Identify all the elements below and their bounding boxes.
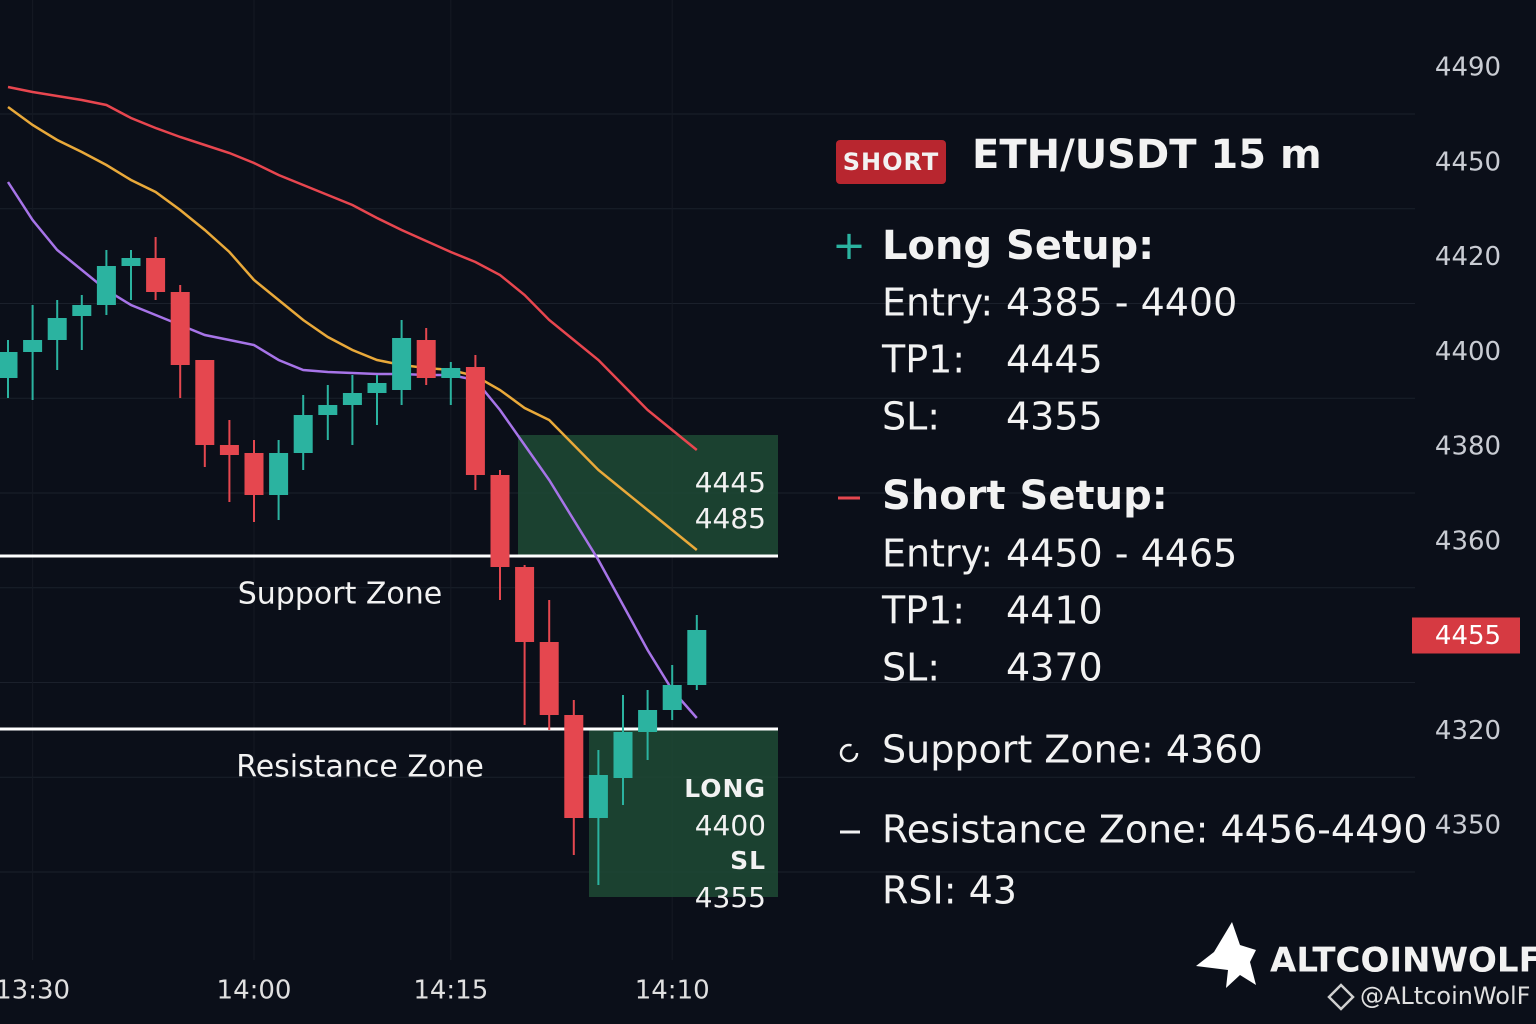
support-text: Support Zone: 4360 — [882, 728, 1263, 772]
candle-body — [465, 367, 485, 475]
moving-average — [7, 85, 698, 451]
candle-body — [0, 352, 18, 378]
candle-body — [662, 685, 682, 710]
setup-label: Entry: — [882, 281, 993, 325]
x-tick-label: 13:30 — [0, 976, 70, 1006]
moving-average — [7, 105, 698, 551]
candle-body — [441, 368, 461, 378]
price-label: 4450 — [1435, 147, 1501, 177]
setup-value: 4410 — [1006, 589, 1103, 633]
price-label: 4490 — [1435, 53, 1501, 83]
candle-body — [588, 775, 608, 818]
x-tick-label: 14:15 — [413, 976, 488, 1006]
setup-value: 4355 — [1006, 395, 1103, 439]
level-label: Resistance Zone — [236, 750, 484, 785]
candle-body — [490, 475, 510, 567]
zone-label: SL — [730, 846, 766, 875]
diamond-icon — [1327, 983, 1355, 1011]
candle-body — [342, 393, 362, 405]
brand-handle: @ALtcoinWolF — [1360, 982, 1530, 1010]
candle-body — [687, 630, 707, 685]
candle-body — [72, 305, 92, 316]
zone-label: 4485 — [695, 502, 766, 535]
zone-label: 4355 — [695, 881, 766, 914]
setup-label: SL: — [882, 395, 940, 439]
candle-body — [121, 258, 141, 266]
price-label: 4360 — [1435, 526, 1501, 556]
zone — [518, 435, 778, 556]
setup-label: SL: — [882, 646, 940, 690]
brand-name: ALTCOINWOLF — [1270, 941, 1536, 981]
price-label: 4320 — [1435, 716, 1501, 746]
price-label: 4400 — [1435, 337, 1501, 367]
setup-label: TP1: — [881, 338, 965, 382]
candle-body — [638, 710, 658, 732]
candle-body — [613, 732, 633, 778]
price-label: 4420 — [1435, 242, 1501, 272]
candle-body — [367, 383, 387, 393]
setup-label: TP1: — [881, 589, 965, 633]
current-price-bg — [1412, 617, 1520, 654]
candle-body — [564, 715, 584, 818]
badge: SHORT — [843, 148, 940, 176]
long-heading: Long Setup: — [882, 223, 1154, 269]
candle-body — [244, 453, 264, 495]
setup-value: 4445 — [1006, 338, 1103, 382]
cycle-icon — [839, 743, 859, 763]
plus-icon: + — [832, 223, 866, 269]
candle-body — [219, 445, 239, 455]
candle-body — [392, 338, 412, 390]
price-label: 4380 — [1435, 432, 1501, 462]
candle-body — [146, 258, 166, 292]
setup-label: Entry: — [882, 532, 993, 576]
title: ETH/USDT 15 m — [972, 132, 1322, 178]
x-tick-label: 14:10 — [635, 976, 710, 1006]
price-label: 4350 — [1435, 811, 1501, 841]
candle-body — [318, 405, 338, 415]
level-label: Support Zone — [238, 577, 443, 612]
moving-average — [6, 181, 698, 719]
x-tick-label: 14:00 — [217, 976, 292, 1006]
current-price: 4455 — [1435, 621, 1501, 651]
candle-body — [539, 642, 559, 715]
candle-body — [416, 340, 436, 378]
candle-body — [47, 318, 67, 340]
zone-label: 4445 — [695, 466, 766, 499]
resistance-text: Resistance Zone: 4456-4490 — [882, 808, 1428, 852]
candle-body — [293, 415, 313, 453]
candle-body — [269, 453, 289, 495]
candle-body — [23, 340, 43, 352]
badge-bg — [836, 140, 946, 184]
candle-body — [195, 360, 215, 445]
short-heading: Short Setup: — [882, 473, 1168, 519]
candle-body — [96, 266, 116, 305]
wolf-logo — [1196, 922, 1256, 988]
candle-body — [515, 567, 535, 642]
zone-label: LONG — [684, 774, 766, 803]
setup-value: 4450 - 4465 — [1006, 532, 1237, 576]
setup-value: 4385 - 4400 — [1006, 281, 1237, 325]
zone-label: 4400 — [695, 809, 766, 842]
rsi-text: RSI: 43 — [882, 869, 1017, 913]
candle-body — [170, 292, 190, 365]
setup-value: 4370 — [1006, 646, 1103, 690]
